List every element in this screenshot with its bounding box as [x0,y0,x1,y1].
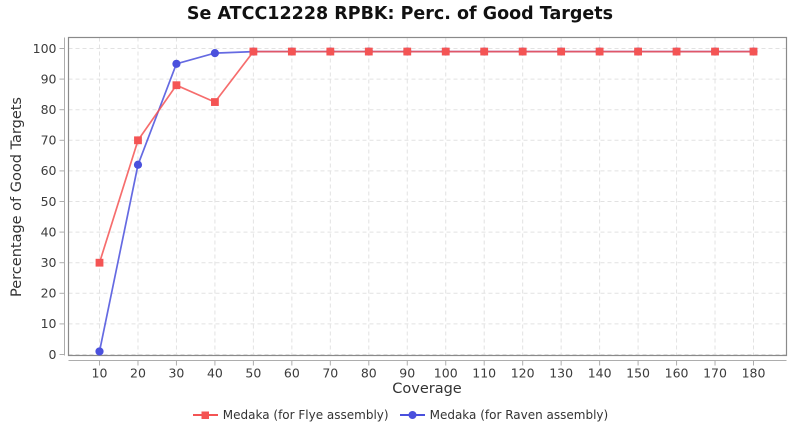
data-point-square [172,81,181,90]
y-tick-label: 80 [41,102,57,117]
legend-item-flye: Medaka (for Flye assembly) [192,408,389,422]
y-tick-label: 100 [33,41,57,56]
x-tick-label: 50 [245,366,261,381]
data-point-square [134,136,142,145]
legend-label-flye: Medaka (for Flye assembly) [222,408,389,422]
data-point-square [595,47,604,56]
x-tick-label: 140 [588,366,612,381]
data-point-square [249,47,258,56]
data-point-square [749,47,758,56]
x-tick-label: 150 [626,366,650,381]
y-tick-label: 70 [41,133,57,148]
legend: Medaka (for Flye assembly) Medaka (for R… [0,404,800,426]
y-tick-label: 0 [49,347,57,362]
y-tick-label: 10 [41,316,57,331]
legend-label-raven: Medaka (for Raven assembly) [429,408,609,422]
x-tick-label: 20 [130,366,146,381]
x-tick-label: 30 [168,366,184,381]
x-tick-label: 180 [742,366,766,381]
raven-legend-circle [408,411,417,419]
chart-title: Se ATCC12228 RPBK: Perc. of Good Targets [186,4,614,24]
data-point-circle [172,59,181,68]
x-tick-label: 160 [665,366,689,381]
y-tick-label: 90 [41,71,57,86]
y-tick-label: 40 [41,224,57,239]
flye-series-marker-icon [192,411,218,419]
x-axis-label: Coverage [392,381,462,397]
data-point-square [95,258,104,267]
data-point-square [557,47,566,56]
x-tick-label: 70 [322,366,338,381]
x-tick-label: 120 [511,366,535,381]
data-point-square [287,47,296,56]
y-tick-label: 30 [41,255,57,270]
data-point-square [634,47,642,56]
legend-item-raven: Medaka (for Raven assembly) [399,408,609,422]
x-tick-label: 10 [92,366,108,381]
data-point-square [326,47,335,56]
data-point-square [518,47,527,56]
data-point-square [672,47,681,56]
x-tick-label: 60 [284,366,300,381]
data-point-circle [210,48,220,58]
data-point-square [441,47,450,56]
x-tick-label: 90 [399,366,415,381]
x-tick-label: 40 [207,366,223,381]
data-point-circle [95,347,104,356]
data-point-square [711,47,719,56]
data-point-square [403,47,412,56]
flye-legend-square [201,411,209,419]
x-tick-label: 130 [549,366,573,381]
x-tick-label: 100 [434,366,458,381]
series-line-0 [98,50,754,263]
y-tick-label: 60 [41,163,57,178]
plot-border [67,36,788,357]
x-tick-label: 80 [361,366,377,381]
x-tick-label: 110 [472,366,496,381]
data-point-square [211,98,219,106]
x-tick-label: 170 [703,366,727,381]
data-point-square [364,47,373,56]
data-point-circle [133,160,143,169]
y-tick-label: 20 [41,286,57,301]
raven-series-marker-icon [399,411,425,419]
data-point-square [480,47,489,56]
y-axis-label: Percentage of Good Targets [9,97,25,297]
y-tick-label: 50 [41,194,57,209]
